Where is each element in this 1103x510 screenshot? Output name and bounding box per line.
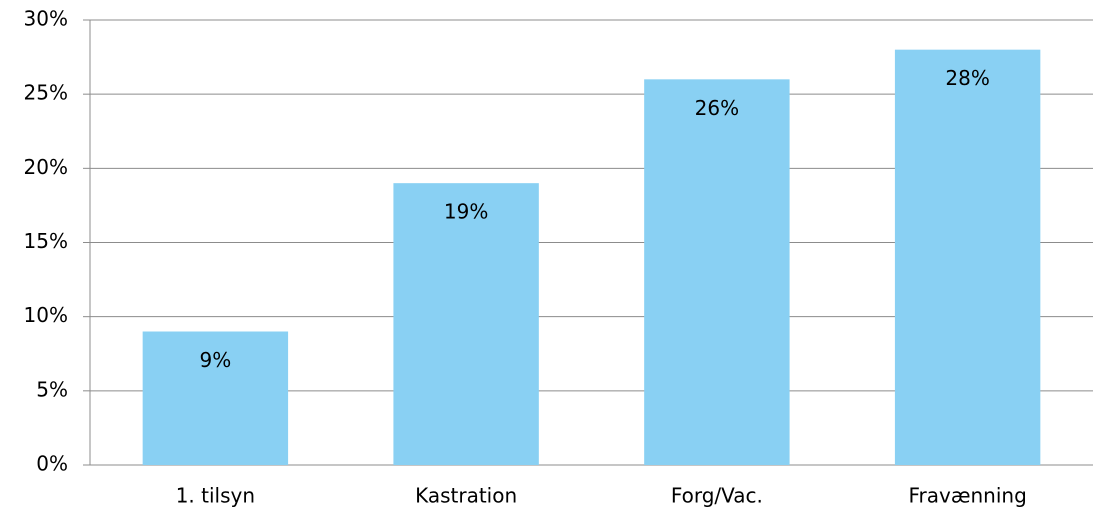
bar: [894, 49, 1041, 466]
bar: [644, 79, 790, 465]
y-tick-label: 15%: [24, 229, 68, 253]
y-tick-label: 20%: [24, 155, 68, 179]
y-tick-label: 5%: [36, 377, 68, 401]
x-tick-label: 1. tilsyn: [176, 484, 255, 508]
data-label: 26%: [695, 96, 739, 120]
y-tick-label: 10%: [24, 303, 68, 327]
bar: [142, 331, 289, 465]
x-tick-label: Kastration: [415, 484, 517, 508]
x-tick-label: Fravænning: [908, 484, 1026, 508]
y-tick-label: 30%: [24, 7, 68, 31]
y-tick-label: 25%: [24, 81, 68, 105]
data-label: 9%: [200, 348, 232, 372]
data-label: 19%: [444, 200, 488, 224]
data-label: 28%: [945, 66, 989, 90]
y-tick-label: 0%: [36, 452, 68, 476]
bar: [393, 183, 539, 465]
x-tick-label: Forg/Vac.: [671, 484, 763, 508]
